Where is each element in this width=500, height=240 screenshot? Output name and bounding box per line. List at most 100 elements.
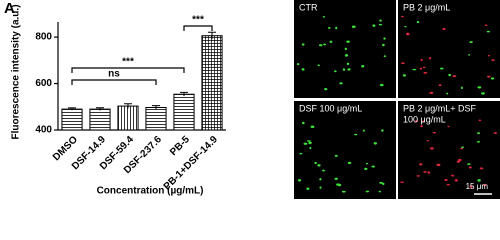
cell bbox=[404, 25, 407, 28]
cell bbox=[381, 129, 384, 132]
error-bar bbox=[96, 107, 104, 111]
cell bbox=[379, 83, 384, 87]
cell bbox=[448, 73, 451, 77]
cell bbox=[308, 141, 312, 145]
cell bbox=[378, 190, 382, 193]
cell bbox=[467, 163, 471, 165]
cell bbox=[365, 162, 369, 165]
error-bar bbox=[152, 105, 160, 110]
cell bbox=[484, 24, 488, 26]
cell bbox=[481, 92, 485, 95]
cell bbox=[324, 87, 328, 91]
image-label: PB 2 μg/mL bbox=[403, 2, 450, 12]
cell bbox=[487, 54, 491, 57]
cell bbox=[490, 77, 495, 80]
cell bbox=[477, 140, 480, 143]
cell bbox=[422, 66, 426, 69]
cell bbox=[460, 86, 463, 90]
cell bbox=[334, 154, 338, 157]
bar bbox=[173, 93, 195, 131]
cell bbox=[477, 179, 481, 182]
figure: A Fluorescence intensity (a.u.) Concentr… bbox=[4, 0, 500, 199]
cell bbox=[339, 82, 343, 85]
cell bbox=[469, 41, 473, 44]
cell bbox=[344, 47, 348, 51]
cell bbox=[335, 26, 338, 30]
cell bbox=[478, 119, 482, 122]
cell bbox=[303, 142, 308, 145]
cell bbox=[364, 167, 368, 171]
cell bbox=[428, 57, 432, 60]
cell bbox=[400, 181, 405, 183]
cell bbox=[415, 120, 419, 123]
cell bbox=[432, 131, 437, 134]
cell bbox=[371, 165, 375, 168]
significance-bracket bbox=[183, 25, 213, 31]
cell bbox=[322, 16, 326, 18]
image-label: 100 μg/mL bbox=[403, 114, 446, 124]
cell bbox=[373, 142, 377, 145]
cell bbox=[420, 125, 423, 128]
cell bbox=[354, 133, 358, 136]
cell bbox=[327, 26, 331, 29]
cell bbox=[344, 54, 349, 57]
cell bbox=[430, 147, 434, 150]
x-tick-label: PB-5 bbox=[168, 134, 192, 158]
cell bbox=[412, 68, 417, 71]
y-axis-label: Fluorescence intensity (a.u.) bbox=[11, 4, 22, 139]
cell bbox=[382, 43, 385, 47]
cell bbox=[306, 140, 311, 142]
significance-bracket bbox=[71, 79, 157, 85]
cell bbox=[454, 179, 458, 182]
cell bbox=[469, 185, 473, 188]
cell bbox=[362, 129, 365, 132]
page: A Fluorescence intensity (a.u.) Concentr… bbox=[4, 0, 500, 199]
cell bbox=[422, 120, 425, 123]
cell bbox=[297, 179, 302, 182]
scale-bar-label: 15 μm bbox=[466, 182, 489, 191]
y-tick-label: 600 bbox=[35, 78, 52, 89]
cell bbox=[486, 30, 490, 33]
cell bbox=[319, 44, 323, 47]
cell bbox=[451, 174, 455, 177]
cell bbox=[476, 132, 481, 135]
cell bbox=[439, 67, 444, 70]
cell bbox=[416, 21, 420, 24]
cell bbox=[400, 15, 404, 18]
cell bbox=[477, 86, 482, 89]
cell bbox=[299, 152, 303, 155]
microscopy-image bbox=[398, 101, 500, 199]
cell bbox=[351, 25, 356, 28]
significance-bracket bbox=[71, 67, 185, 73]
cell bbox=[329, 40, 333, 43]
bar bbox=[61, 108, 83, 131]
y-tick-label: 800 bbox=[35, 32, 52, 43]
cell bbox=[334, 177, 338, 180]
cell bbox=[301, 68, 305, 71]
cell bbox=[427, 171, 431, 174]
bar bbox=[201, 35, 223, 131]
x-axis-label: Concentration (µg/mL) bbox=[97, 186, 204, 197]
y-tick-label: 400 bbox=[35, 125, 52, 136]
cell bbox=[446, 92, 449, 95]
cell bbox=[452, 75, 457, 78]
error-bar bbox=[124, 103, 132, 109]
cell bbox=[347, 161, 352, 165]
cell bbox=[468, 166, 472, 169]
bar bbox=[89, 108, 111, 131]
image-label: DSF 100 μg/mL bbox=[299, 103, 362, 113]
cell bbox=[436, 163, 441, 167]
image-panel: CTR PB 2 μg/mL DSF 100 μg/mL PB 2 μg/mL+ DS… bbox=[294, 0, 500, 199]
cell bbox=[402, 74, 406, 77]
cell bbox=[378, 23, 383, 26]
cell bbox=[383, 37, 386, 40]
cell bbox=[314, 161, 317, 165]
cell bbox=[423, 71, 428, 74]
cell bbox=[319, 186, 322, 189]
cell bbox=[379, 19, 382, 22]
cell bbox=[309, 146, 312, 150]
cell bbox=[447, 125, 450, 128]
cell bbox=[302, 121, 305, 125]
panel-label: A bbox=[4, 0, 15, 17]
cell bbox=[457, 158, 462, 162]
